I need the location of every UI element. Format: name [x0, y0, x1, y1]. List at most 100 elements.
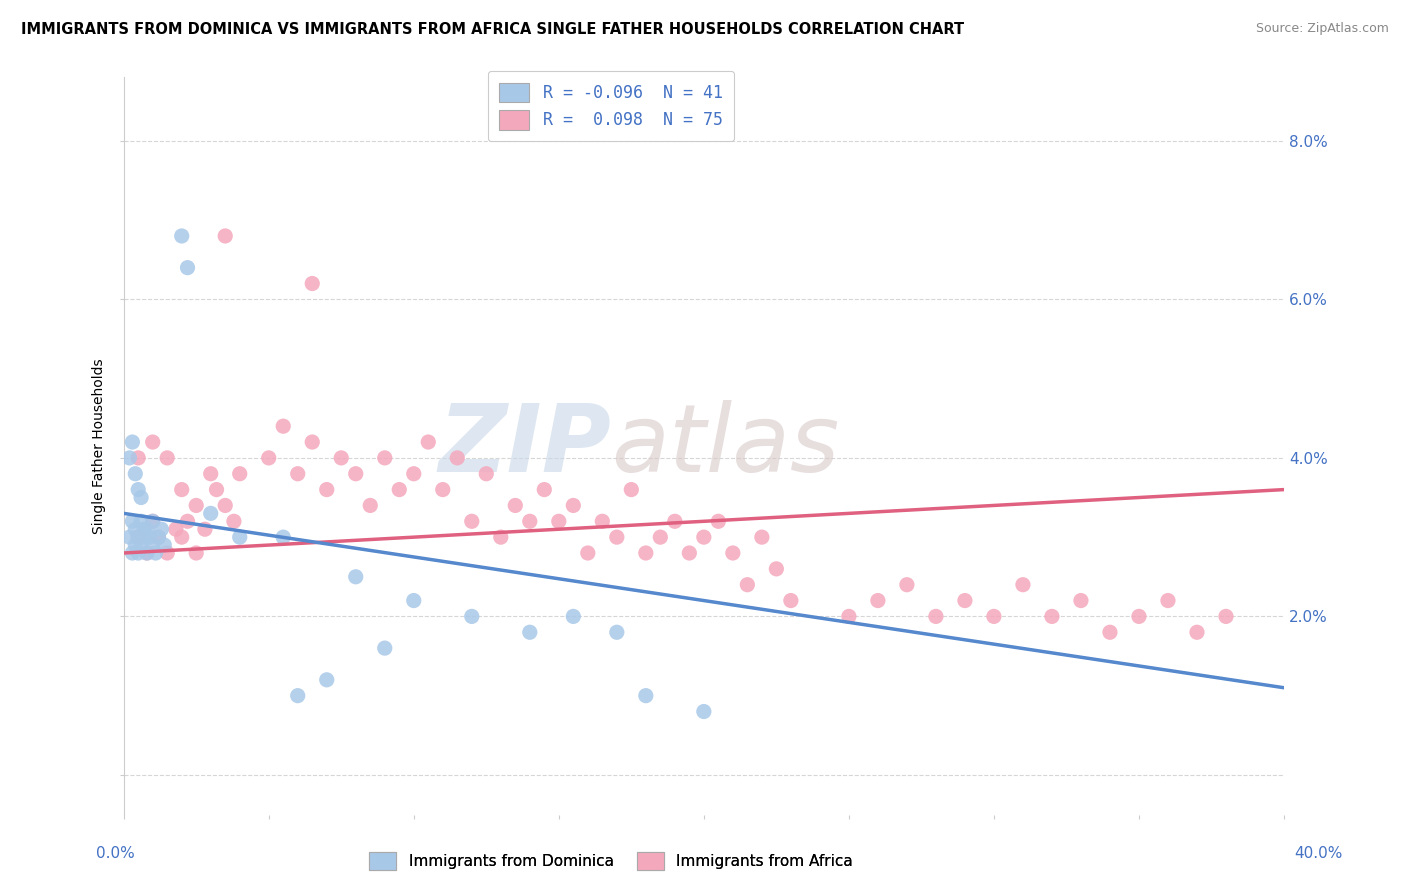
Point [214, 229, 236, 244]
Point [200, 507, 222, 521]
Point [142, 538, 165, 552]
Point [953, 593, 976, 607]
Point [838, 609, 860, 624]
Point [925, 609, 948, 624]
Point [135, 546, 157, 560]
Point [287, 689, 309, 703]
Point [402, 467, 425, 481]
Point [866, 593, 889, 607]
Point [124, 467, 146, 481]
Point [707, 514, 730, 528]
Point [222, 514, 245, 528]
Point [156, 450, 179, 465]
Point [519, 625, 541, 640]
Point [737, 577, 759, 591]
Point [983, 609, 1005, 624]
Point [1185, 625, 1208, 640]
Point [142, 435, 165, 450]
Point [118, 450, 141, 465]
Point [271, 419, 294, 434]
Point [170, 229, 193, 244]
Point [606, 530, 628, 544]
Point [576, 546, 599, 560]
Point [751, 530, 773, 544]
Point [678, 546, 700, 560]
Point [664, 514, 686, 528]
Point [257, 450, 280, 465]
Point [1128, 609, 1150, 624]
Point [693, 530, 716, 544]
Point [176, 514, 198, 528]
Point [344, 467, 367, 481]
Point [779, 593, 801, 607]
Point [271, 530, 294, 544]
Point [142, 514, 165, 528]
Point [634, 546, 657, 560]
Point [1157, 593, 1180, 607]
Point [1098, 625, 1121, 640]
Point [503, 499, 526, 513]
Point [461, 514, 484, 528]
Point [127, 546, 149, 560]
Point [896, 577, 918, 591]
Point [132, 530, 155, 544]
Point [519, 514, 541, 528]
Point [432, 483, 454, 497]
Point [205, 483, 228, 497]
Point [148, 530, 170, 544]
Point [124, 522, 146, 536]
Point [461, 609, 484, 624]
Point [129, 514, 152, 528]
Text: atlas: atlas [612, 401, 839, 491]
Point [301, 277, 323, 291]
Point [359, 499, 381, 513]
Point [475, 467, 498, 481]
Point [139, 530, 162, 544]
Point [228, 530, 250, 544]
Point [200, 467, 222, 481]
Point [634, 689, 657, 703]
Point [170, 530, 193, 544]
Point [121, 435, 143, 450]
Point [127, 483, 149, 497]
Point [145, 546, 167, 560]
Point [765, 562, 787, 576]
Point [533, 483, 555, 497]
Point [1012, 577, 1035, 591]
Point [402, 593, 425, 607]
Point [287, 467, 309, 481]
Point [135, 546, 157, 560]
Point [186, 499, 208, 513]
Point [374, 450, 396, 465]
Point [170, 483, 193, 497]
Point [1070, 593, 1092, 607]
Text: Source: ZipAtlas.com: Source: ZipAtlas.com [1256, 22, 1389, 36]
Point [489, 530, 512, 544]
Point [606, 625, 628, 640]
Point [165, 522, 187, 536]
Point [127, 450, 149, 465]
Point [650, 530, 672, 544]
Point [153, 538, 176, 552]
Text: 0.0%: 0.0% [96, 847, 135, 861]
Point [127, 530, 149, 544]
Point [129, 538, 152, 552]
Point [150, 522, 173, 536]
Point [446, 450, 468, 465]
Point [330, 450, 353, 465]
Text: ZIP: ZIP [439, 400, 612, 492]
Point [121, 514, 143, 528]
Point [693, 705, 716, 719]
Point [194, 522, 217, 536]
Point [156, 546, 179, 560]
Point [562, 499, 585, 513]
Point [132, 522, 155, 536]
Point [228, 467, 250, 481]
Point [142, 514, 165, 528]
Point [620, 483, 643, 497]
Text: 40.0%: 40.0% [1295, 847, 1343, 861]
Point [118, 530, 141, 544]
Point [418, 435, 440, 450]
Point [1215, 609, 1237, 624]
Point [127, 530, 149, 544]
